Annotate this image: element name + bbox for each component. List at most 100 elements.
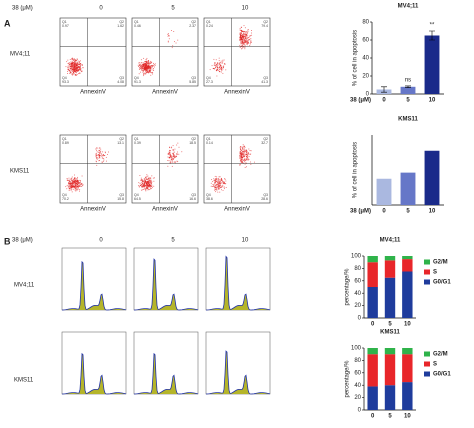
y-axis-label: % of cell in apoptosis xyxy=(353,30,359,86)
quadrant-value: 41.3 xyxy=(261,80,268,84)
event-dot xyxy=(140,71,142,73)
event-dot xyxy=(247,35,249,37)
x-tick-label: 5 xyxy=(406,98,410,104)
event-dot xyxy=(245,150,247,152)
event-dot xyxy=(175,162,177,164)
bar-segment xyxy=(402,348,413,355)
x-tick-label: 10 xyxy=(404,322,411,328)
event-dot xyxy=(80,185,82,187)
event-dot xyxy=(145,61,147,63)
event-dot xyxy=(141,189,143,191)
event-dot xyxy=(96,157,98,159)
event-dot xyxy=(103,154,105,156)
bar-segment xyxy=(384,260,396,278)
event-dot xyxy=(148,66,150,68)
event-dot xyxy=(140,182,142,184)
quadrant-value: 91.3 xyxy=(134,80,141,84)
event-dot xyxy=(170,153,172,155)
event-dot xyxy=(69,182,71,184)
event-dot xyxy=(148,64,150,66)
y-tick-label: 0 xyxy=(366,92,370,98)
event-dot xyxy=(70,72,72,74)
event-dot xyxy=(246,38,248,40)
event-dot xyxy=(76,65,78,67)
event-dot xyxy=(173,150,175,152)
event-dot xyxy=(79,64,81,66)
event-dot xyxy=(240,35,242,37)
event-dot xyxy=(240,42,242,44)
event-dot xyxy=(249,44,251,46)
event-dot xyxy=(222,59,224,61)
event-dot xyxy=(213,178,215,180)
event-dot xyxy=(153,180,155,182)
event-dot xyxy=(150,66,152,68)
event-dot xyxy=(78,68,80,70)
event-dot xyxy=(167,160,169,162)
event-dot xyxy=(150,185,152,187)
event-dot xyxy=(211,179,213,181)
event-dot xyxy=(220,179,222,181)
event-dot xyxy=(78,190,80,192)
event-dot xyxy=(100,148,102,150)
event-dot xyxy=(249,150,251,152)
axis-label: AnnexinV xyxy=(224,207,250,213)
event-dot xyxy=(241,152,243,154)
x-axis-label: 38 (μM) xyxy=(350,98,371,104)
legend-label: S xyxy=(433,270,437,276)
event-dot xyxy=(72,68,74,70)
y-tick-label: 60 xyxy=(354,278,361,284)
event-dot xyxy=(250,38,252,40)
event-dot xyxy=(146,62,148,64)
event-dot xyxy=(67,68,69,70)
event-dot xyxy=(219,179,221,181)
quadrant-name: Q1 xyxy=(62,20,67,24)
event-dot xyxy=(71,57,73,59)
bar xyxy=(400,86,416,94)
x-tick-label: 0 xyxy=(382,209,386,215)
quadrant-value: 5.85 xyxy=(189,80,196,84)
flow-plot xyxy=(131,134,199,204)
event-dot xyxy=(72,178,74,180)
event-dot xyxy=(172,161,174,163)
legend-label: S xyxy=(433,362,437,368)
bar-segment xyxy=(367,348,378,355)
event-dot xyxy=(78,187,80,189)
x-tick-label: 5 xyxy=(388,322,392,328)
event-dot xyxy=(149,180,151,182)
event-dot xyxy=(140,177,142,179)
quadrant-value: 28.6 xyxy=(261,197,268,201)
event-dot xyxy=(213,64,215,66)
event-dot xyxy=(222,68,224,70)
dose-label: 38 (μM) xyxy=(12,6,33,12)
event-dot xyxy=(243,152,245,154)
event-dot xyxy=(213,184,215,186)
event-dot xyxy=(138,185,140,187)
event-dot xyxy=(174,151,176,153)
event-dot xyxy=(243,159,245,161)
event-dot xyxy=(147,179,149,181)
event-dot xyxy=(144,73,146,75)
event-dot xyxy=(67,70,69,72)
event-dot xyxy=(181,151,183,153)
event-dot xyxy=(244,40,246,42)
event-dot xyxy=(148,185,150,187)
event-dot xyxy=(148,182,150,184)
event-dot xyxy=(243,30,245,32)
event-dot xyxy=(220,189,222,191)
event-dot xyxy=(139,174,141,176)
event-dot xyxy=(146,185,148,187)
event-dot xyxy=(242,32,244,34)
event-dot xyxy=(147,181,149,183)
quadrant-name: Q3 xyxy=(191,76,196,80)
event-dot xyxy=(82,184,84,186)
event-dot xyxy=(144,63,146,65)
event-dot xyxy=(146,68,148,70)
event-dot xyxy=(217,187,219,189)
event-dot xyxy=(78,66,80,68)
event-dot xyxy=(74,68,76,70)
y-tick-label: 40 xyxy=(354,383,361,389)
y-axis-label: % of cell in apoptosis xyxy=(353,142,359,198)
event-dot xyxy=(169,157,171,159)
event-dot xyxy=(171,155,173,157)
event-dot xyxy=(172,153,174,155)
